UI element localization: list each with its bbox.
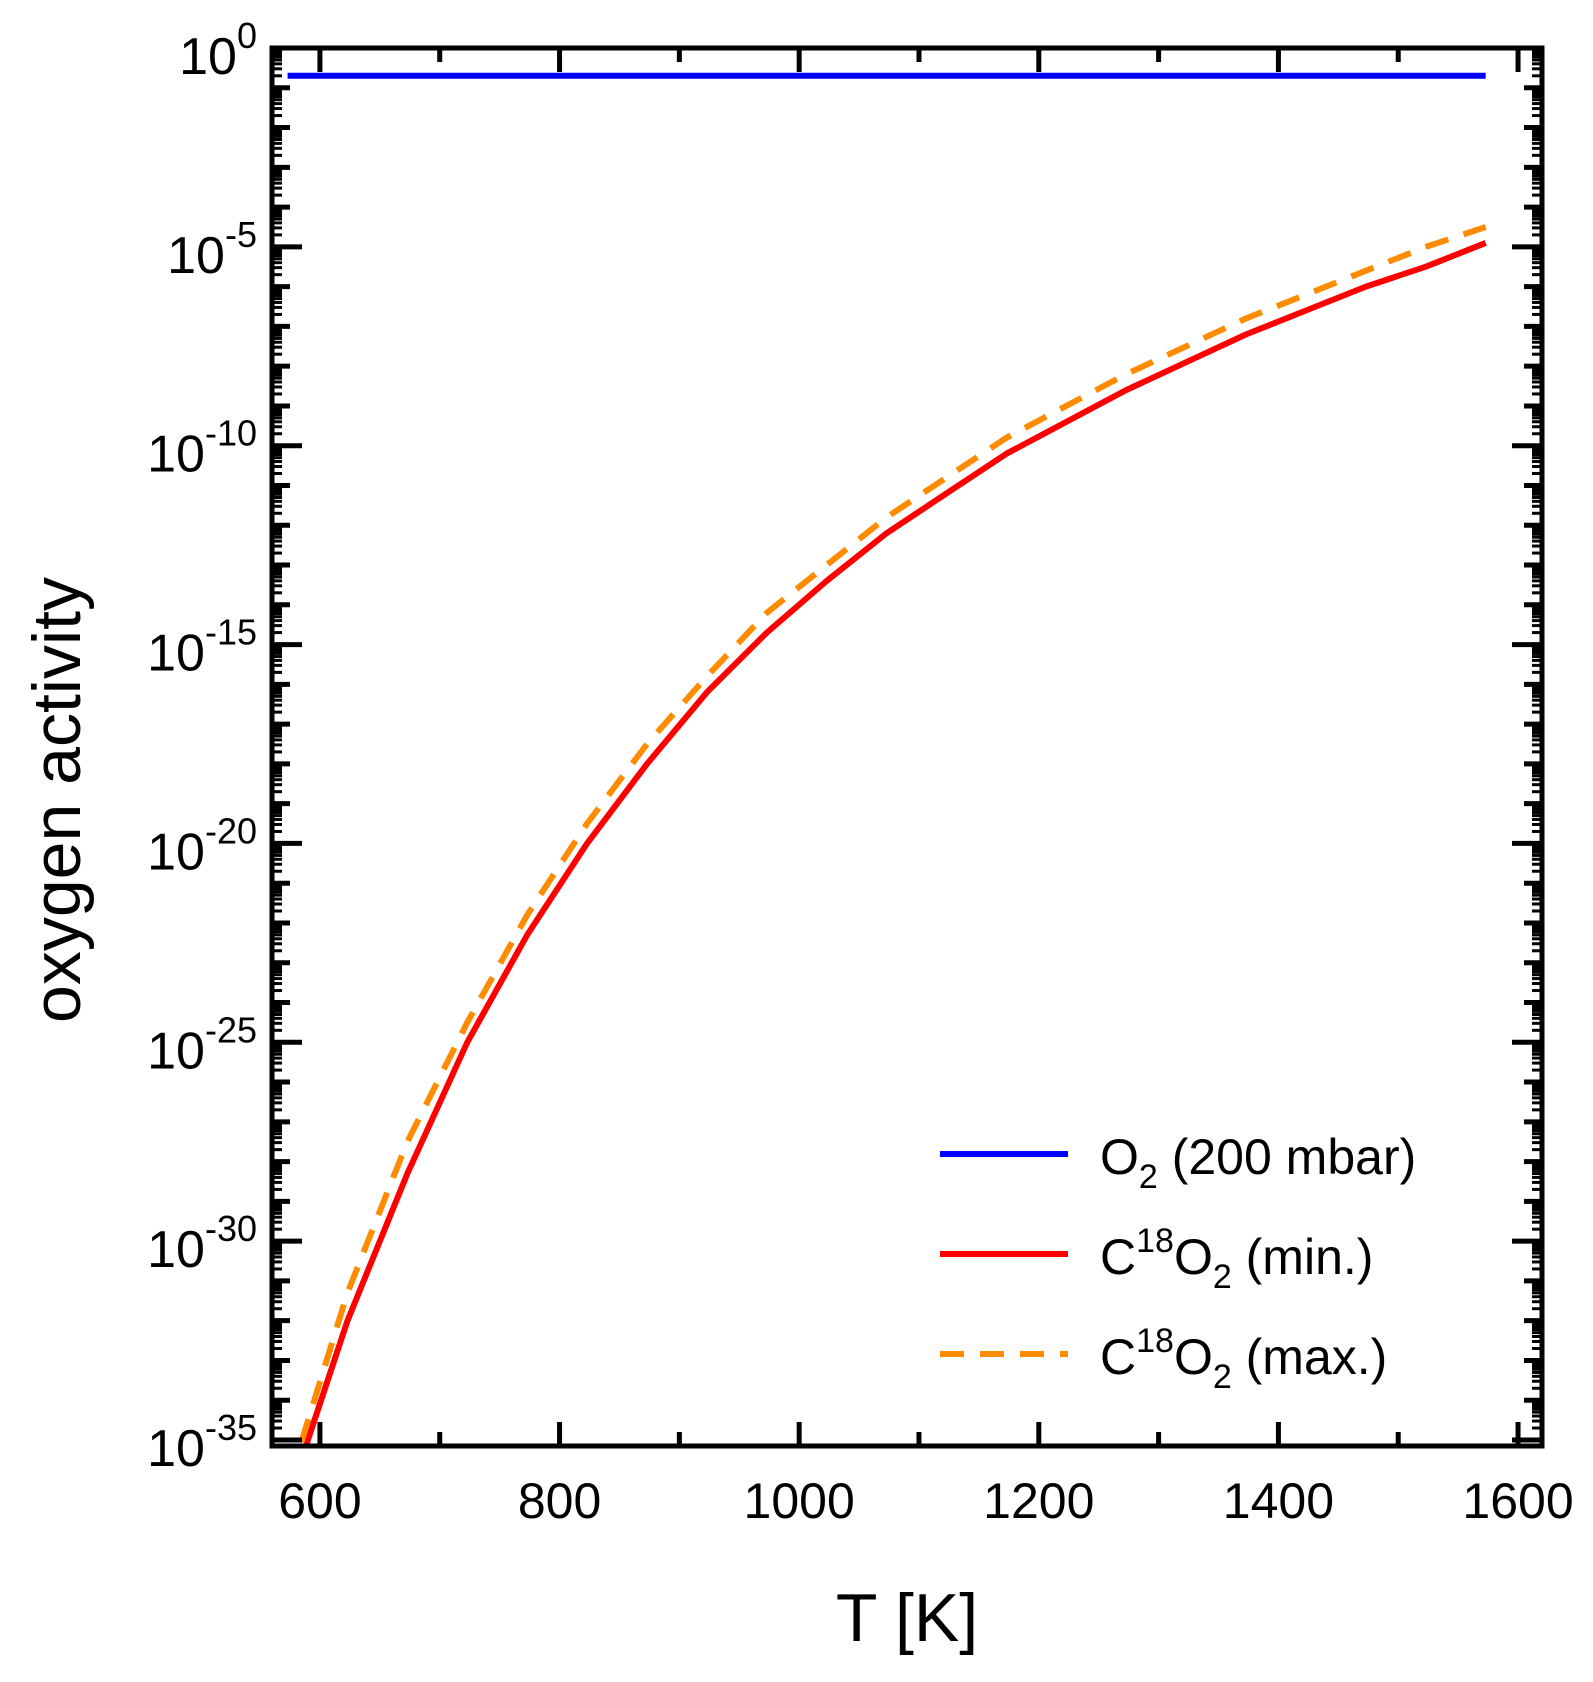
y-tick-label: 10-25 xyxy=(147,1009,257,1080)
legend-label-2: C18O2 (max.) xyxy=(1100,1322,1387,1396)
legend-label-1: C18O2 (min.) xyxy=(1100,1222,1373,1296)
x-tick-label: 1000 xyxy=(744,1473,855,1529)
y-axis-label: oxygen activity xyxy=(19,577,95,1023)
legend-label-0: O2 (200 mbar) xyxy=(1100,1129,1416,1196)
series-line-1 xyxy=(303,240,1487,1446)
y-axis-ticks: 100 10-5 10-10 10-15 10-20 10-25 10-30 10-35 xyxy=(147,15,1542,1478)
legend: O2 (200 mbar) C18O2 (min.) C18O2 (max.) xyxy=(940,1129,1416,1396)
x-tick-label: 800 xyxy=(518,1473,601,1529)
series-layer xyxy=(287,72,1487,1446)
y-tick-label: 10-10 xyxy=(147,413,257,484)
x-tick-label: 1200 xyxy=(983,1473,1094,1529)
series-line-2 xyxy=(296,224,1487,1446)
x-axis-label: T [K] xyxy=(836,1580,978,1656)
x-tick-label: 1400 xyxy=(1223,1473,1334,1529)
x-tick-label: 1600 xyxy=(1462,1473,1573,1529)
x-tick-label: 600 xyxy=(278,1473,361,1529)
y-tick-label: 10-35 xyxy=(147,1407,257,1478)
x-axis-ticks: 600 800 1000 1200 1400 1600 xyxy=(278,48,1574,1529)
y-tick-label: 10-30 xyxy=(147,1208,257,1279)
y-tick-label: 100 xyxy=(179,15,257,86)
y-tick-label: 10-5 xyxy=(167,214,257,285)
y-tick-label: 10-20 xyxy=(147,810,257,881)
y-tick-label: 10-15 xyxy=(147,612,257,683)
plot-frame xyxy=(269,45,1545,1449)
